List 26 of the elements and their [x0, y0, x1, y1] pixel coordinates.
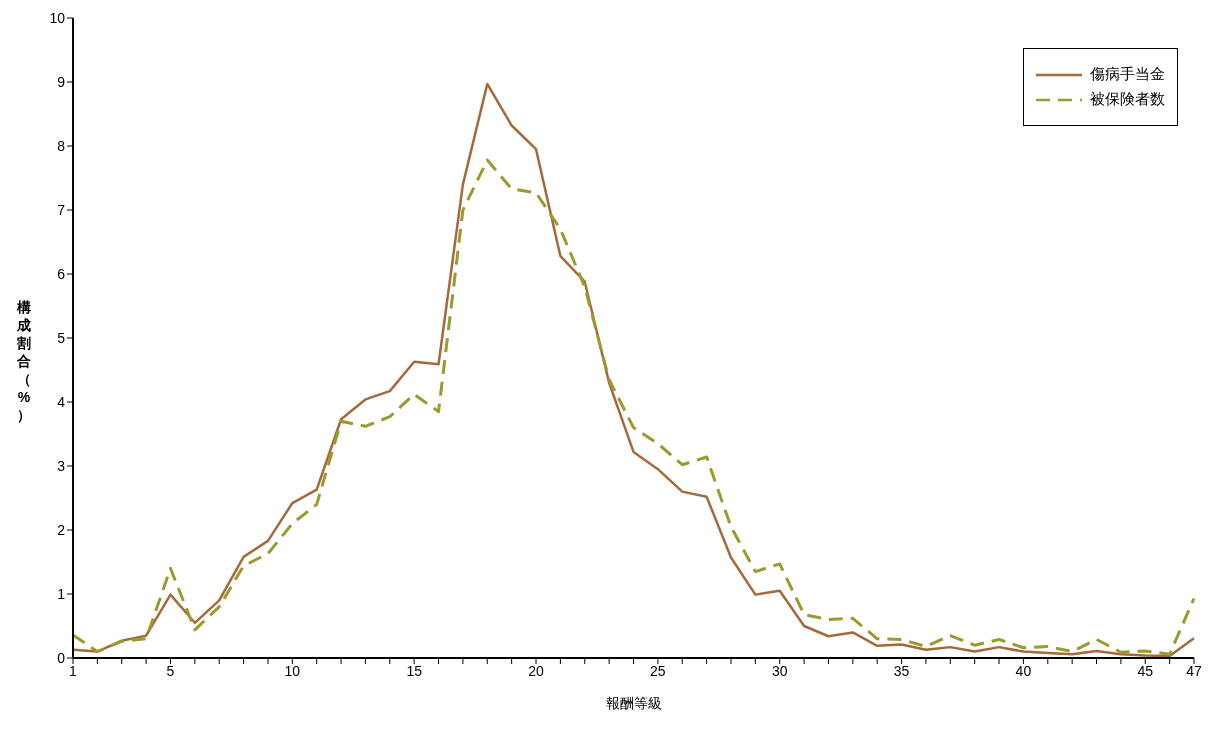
x-tick-label: 47: [1186, 662, 1202, 679]
y-tick-label: 7: [57, 201, 66, 218]
x-tick-label: 20: [528, 662, 545, 679]
y-tick-label: 10: [49, 9, 66, 26]
y-tick-label: 3: [57, 457, 66, 474]
y-tick-label: 4: [57, 393, 66, 410]
x-tick-label: 1: [69, 662, 78, 679]
x-tick-label: 30: [771, 662, 788, 679]
y-tick-label: 8: [57, 137, 66, 154]
y-tick-label: 6: [57, 265, 66, 282]
y-tick-label: 0: [57, 649, 66, 666]
y-tick-label: 5: [57, 329, 66, 346]
y-tick-label: 2: [57, 521, 66, 538]
y-tick-label: 1: [57, 585, 66, 602]
x-tick-label: 5: [166, 662, 175, 679]
y-tick-label: 9: [57, 73, 66, 90]
x-tick-label: 15: [406, 662, 423, 679]
x-tick-label: 40: [1015, 662, 1032, 679]
y-axis-title: 構成割合（%）: [16, 298, 32, 424]
x-axis-title: 報酬等級: [605, 695, 662, 711]
x-tick-label: 25: [650, 662, 666, 679]
x-tick-label: 45: [1137, 662, 1154, 679]
x-tick-label: 10: [284, 662, 301, 679]
x-tick-label: 35: [893, 662, 910, 679]
legend-label: 被保険者数: [1090, 90, 1165, 109]
legend-label: 傷病手当金: [1090, 65, 1165, 84]
